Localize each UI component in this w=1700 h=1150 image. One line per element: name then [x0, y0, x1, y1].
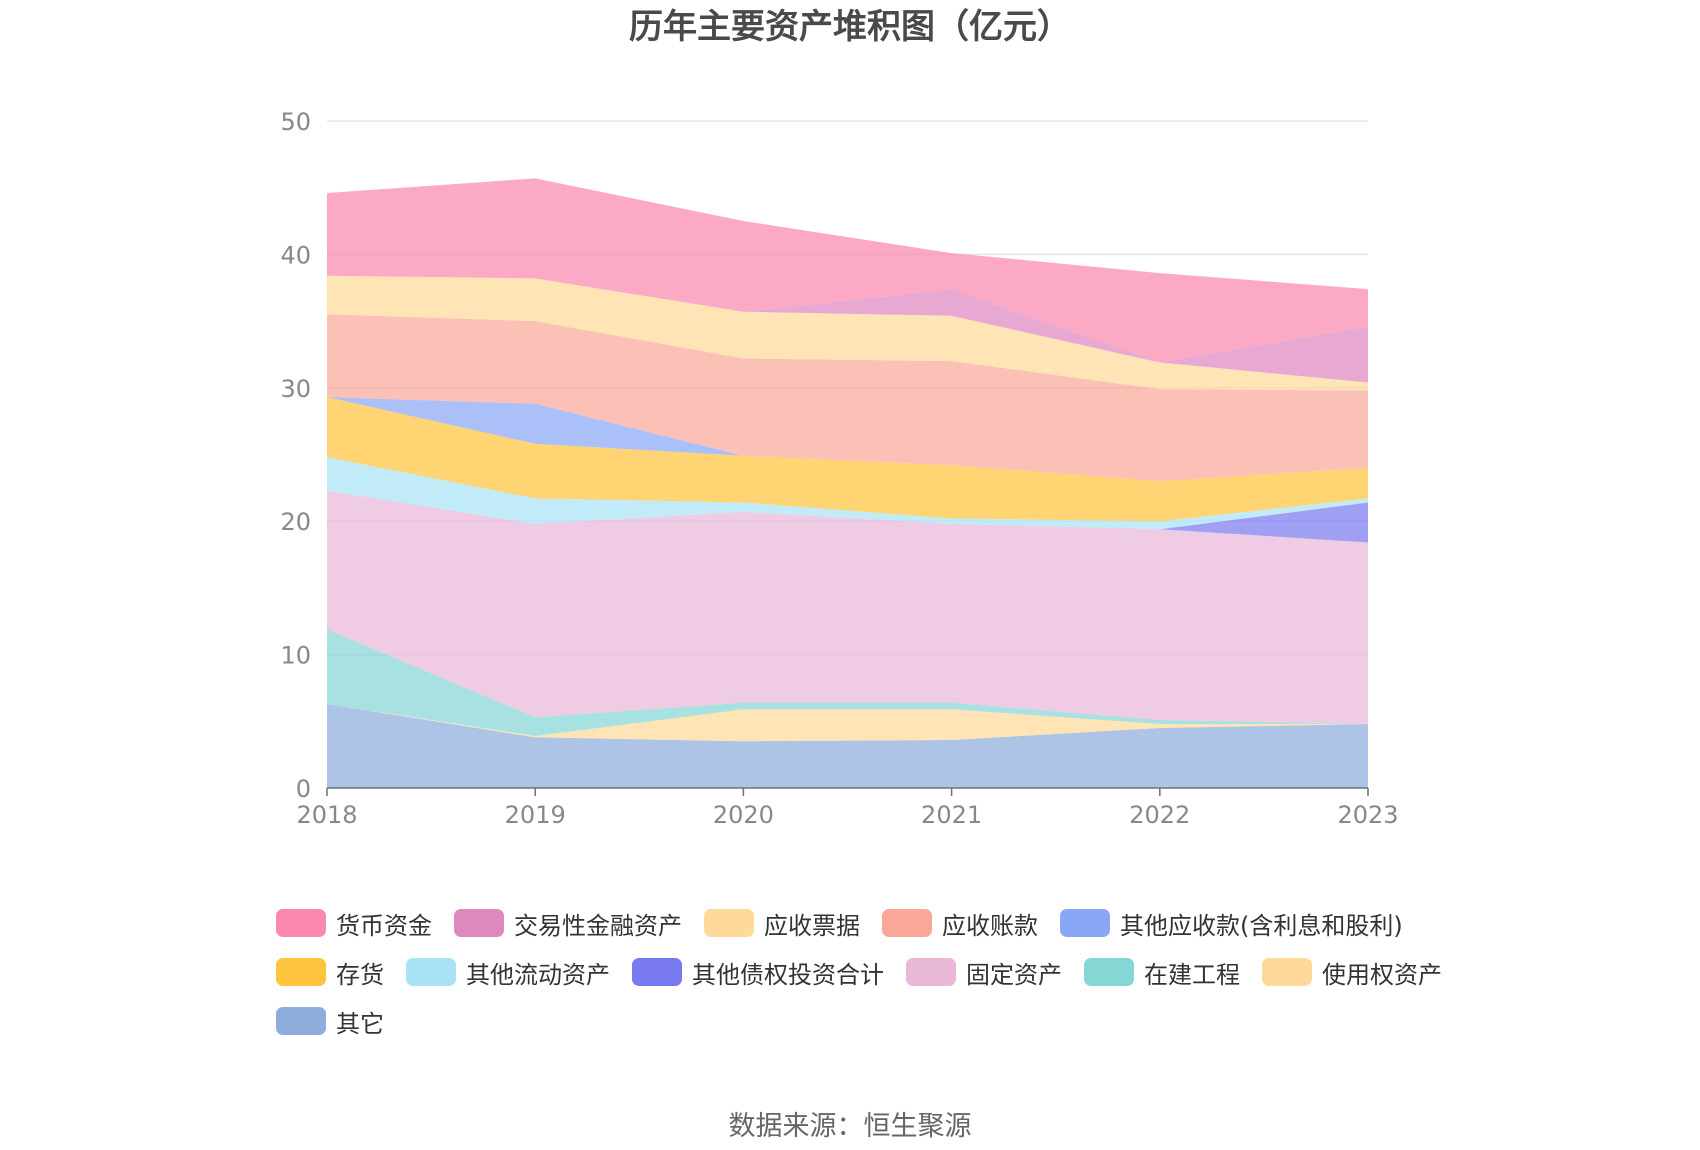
legend-swatch	[632, 958, 682, 986]
area-series-0	[327, 704, 1368, 788]
legend-item[interactable]: 其他应收款(含利息和股利)	[1060, 905, 1403, 941]
area-series-3	[327, 490, 1368, 724]
area-series-11	[327, 178, 1368, 363]
legend-label: 应收票据	[764, 911, 860, 940]
area-series-8	[327, 314, 1368, 482]
legend-item[interactable]: 应收票据	[704, 905, 860, 941]
area-series-6	[327, 397, 1368, 522]
legend-item[interactable]: 货币资金	[276, 905, 432, 941]
legend-item[interactable]: 其他流动资产	[406, 954, 610, 990]
y-tick-label: 30	[280, 375, 311, 403]
x-tick-label: 2019	[505, 801, 566, 829]
legend-item[interactable]: 固定资产	[906, 954, 1062, 990]
legend-swatch	[276, 909, 326, 937]
legend-item[interactable]: 使用权资产	[1262, 954, 1442, 990]
area-series-9	[327, 275, 1368, 391]
legend-swatch	[906, 958, 956, 986]
legend-swatch	[704, 909, 754, 937]
legend-swatch	[1084, 958, 1134, 986]
x-tick-label: 2023	[1337, 801, 1398, 829]
legend-label: 货币资金	[336, 911, 432, 940]
x-tick-label: 2020	[713, 801, 774, 829]
legend-item[interactable]: 存货	[276, 954, 384, 990]
legend-item[interactable]: 其他债权投资合计	[632, 954, 884, 990]
area-series-7	[327, 397, 1368, 482]
legend-item[interactable]: 交易性金融资产	[454, 905, 682, 941]
legend-swatch	[1060, 909, 1110, 937]
legend-label: 应收账款	[942, 911, 1038, 940]
legend-label: 在建工程	[1144, 960, 1240, 989]
legend: 货币资金 交易性金融资产 应收票据 应收账款 其他应收款(含利息和股利) 存货 其他流动资产…	[276, 905, 1496, 1039]
legend-label: 使用权资产	[1322, 960, 1442, 989]
legend-item[interactable]: 应收账款	[882, 905, 1038, 941]
area-series-1	[327, 704, 1368, 742]
x-tick-label: 2021	[921, 801, 982, 829]
y-tick-label: 50	[280, 108, 311, 136]
legend-swatch	[406, 958, 456, 986]
legend-item[interactable]: 其它	[276, 1003, 384, 1039]
legend-label: 其他流动资产	[466, 960, 610, 989]
area-series-5	[327, 457, 1368, 530]
area-series-10	[327, 275, 1368, 383]
data-source: 数据来源：恒生聚源	[728, 1111, 972, 1142]
y-tick-label: 40	[280, 241, 311, 269]
legend-swatch	[276, 958, 326, 986]
legend-swatch	[276, 1007, 326, 1035]
y-tick-label: 0	[296, 775, 311, 803]
legend-swatch	[454, 909, 504, 937]
legend-label: 其他应收款(含利息和股利)	[1120, 911, 1403, 940]
legend-label: 存货	[336, 960, 384, 989]
legend-label: 其他债权投资合计	[692, 960, 884, 989]
legend-swatch	[882, 909, 932, 937]
legend-item[interactable]: 在建工程	[1084, 954, 1240, 990]
area-series	[327, 178, 1368, 788]
legend-label: 其它	[336, 1009, 384, 1038]
x-tick-label: 2022	[1129, 801, 1190, 829]
x-tick-label: 2018	[296, 801, 357, 829]
legend-swatch	[1262, 958, 1312, 986]
axes: 0 10 20 30 40 50 2018 2019 2020 2021 2022 2023	[280, 108, 1398, 829]
y-tick-label: 10	[280, 642, 311, 670]
y-tick-label: 20	[280, 508, 311, 536]
chart-title: 历年主要资产堆积图（亿元）	[629, 7, 1071, 47]
legend-label: 交易性金融资产	[514, 911, 682, 940]
legend-label: 固定资产	[966, 960, 1062, 989]
